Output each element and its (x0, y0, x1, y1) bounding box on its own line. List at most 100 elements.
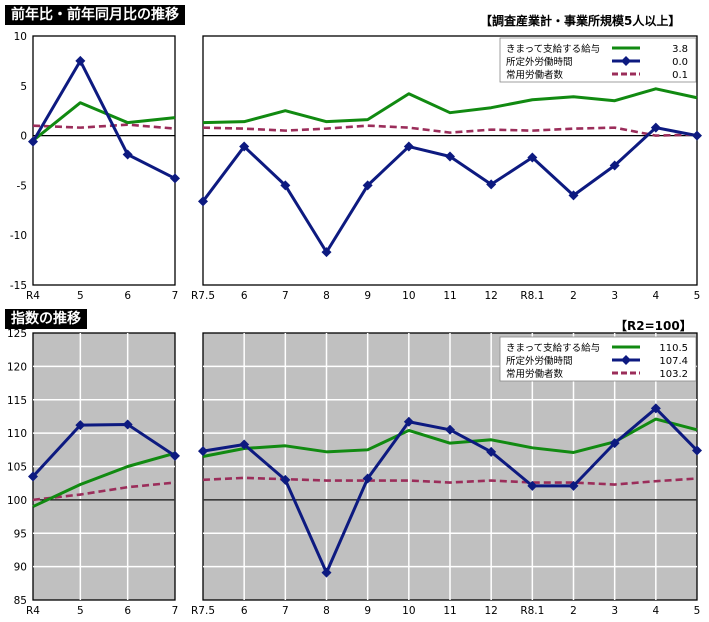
data-point (75, 55, 86, 66)
legend-label: きまって支給する給与 (506, 43, 600, 55)
y-tick-label: 5 (20, 81, 27, 93)
x-tick-label: 2 (570, 290, 577, 302)
x-tick-label: 9 (364, 605, 371, 617)
x-tick-label: 5 (694, 290, 701, 302)
y-tick-label: 125 (7, 328, 27, 340)
data-point (362, 180, 373, 191)
series-line (32, 481, 176, 502)
x-tick-label: 5 (694, 605, 701, 617)
y-tick-label: 10 (14, 31, 27, 43)
legend-label: 常用労働者数 (506, 69, 564, 81)
legend-box (499, 37, 697, 83)
y-tick-label: 85 (14, 595, 27, 607)
data-point (122, 419, 133, 430)
x-tick-label: 4 (652, 290, 659, 302)
data-point (650, 122, 661, 133)
y-tick-label: 115 (7, 395, 27, 407)
plot-area (32, 35, 176, 286)
data-point (445, 424, 455, 435)
data-point (28, 471, 38, 482)
x-tick-label: R8.1 (520, 290, 544, 302)
y-tick-label: 100 (7, 495, 27, 507)
legend-value: 3.8 (672, 44, 688, 55)
data-point (239, 141, 250, 152)
data-point (692, 445, 702, 456)
x-tick-label: 6 (241, 290, 248, 302)
y-tick-label: -10 (10, 230, 27, 242)
legend-value: 103.2 (659, 369, 688, 380)
x-tick-label: 8 (323, 290, 330, 302)
data-point (28, 136, 38, 147)
x-tick-label: 4 (652, 605, 659, 617)
x-tick-label: 6 (241, 605, 248, 617)
x-tick-label: 6 (124, 605, 131, 617)
x-tick-label: 5 (77, 605, 84, 617)
x-tick-label: R7.5 (191, 605, 215, 617)
data-point (170, 173, 180, 184)
y-tick-label: -15 (10, 280, 27, 292)
y-tick-label: 110 (7, 428, 27, 440)
data-point (527, 152, 538, 163)
legend-label: 所定外労働時間 (506, 56, 573, 68)
chart-1-note: 【調査産業計・事業所規模5人以上】 (480, 14, 681, 28)
chart-2-note: 【R2=100】 (615, 319, 692, 333)
x-tick-label: 10 (402, 290, 415, 302)
x-tick-label: 12 (484, 605, 497, 617)
data-point (321, 567, 332, 578)
series-line (32, 101, 176, 142)
series-line (31, 59, 176, 180)
series-line (32, 123, 176, 130)
x-tick-label: 6 (124, 290, 131, 302)
data-point (198, 196, 208, 207)
data-point (170, 450, 180, 461)
data-point (403, 416, 414, 427)
x-tick-label: 8 (323, 605, 330, 617)
data-point (609, 438, 620, 449)
data-point (568, 190, 579, 201)
x-tick-label: 5 (77, 290, 84, 302)
data-point (486, 179, 497, 190)
legend-box (499, 336, 697, 382)
x-tick-label: R7.5 (191, 290, 215, 302)
data-point (239, 439, 250, 450)
legend-label: きまって支給する給与 (506, 342, 600, 354)
data-point (527, 480, 538, 491)
data-point (403, 141, 414, 152)
chart-2-title: 指数の推移 (5, 309, 87, 329)
data-point (609, 160, 620, 171)
data-point (280, 180, 291, 191)
legend-marker (621, 355, 631, 365)
y-tick-label: 90 (14, 562, 27, 574)
data-point (280, 474, 291, 485)
x-tick-label: 7 (282, 605, 289, 617)
x-tick-label: 2 (570, 605, 577, 617)
data-point (445, 151, 455, 162)
x-tick-label: R8.1 (520, 605, 544, 617)
chart-1-title: 前年比・前年同月比の推移 (5, 5, 185, 25)
series-line (31, 422, 176, 478)
x-tick-label: R4 (26, 290, 40, 302)
legend-value: 0.0 (672, 57, 688, 68)
data-point (321, 247, 332, 258)
series-line (202, 87, 698, 125)
x-tick-label: 10 (402, 605, 415, 617)
y-tick-label: 0 (20, 131, 27, 143)
y-tick-label: -5 (17, 180, 27, 192)
legend-marker (621, 56, 631, 66)
legend-label: 常用労働者数 (506, 368, 564, 380)
legend-value: 110.5 (659, 343, 688, 354)
x-tick-label: 3 (611, 605, 618, 617)
legend-label: 所定外労働時間 (506, 355, 573, 367)
x-tick-label: 12 (484, 290, 497, 302)
data-point (198, 446, 208, 457)
y-tick-label: 105 (7, 462, 27, 474)
x-tick-label: 7 (282, 290, 289, 302)
series-line (202, 124, 698, 137)
x-tick-label: 9 (364, 290, 371, 302)
data-point (486, 446, 497, 457)
y-tick-label: 95 (14, 528, 27, 540)
x-tick-label: 11 (443, 290, 456, 302)
data-point (568, 480, 579, 491)
